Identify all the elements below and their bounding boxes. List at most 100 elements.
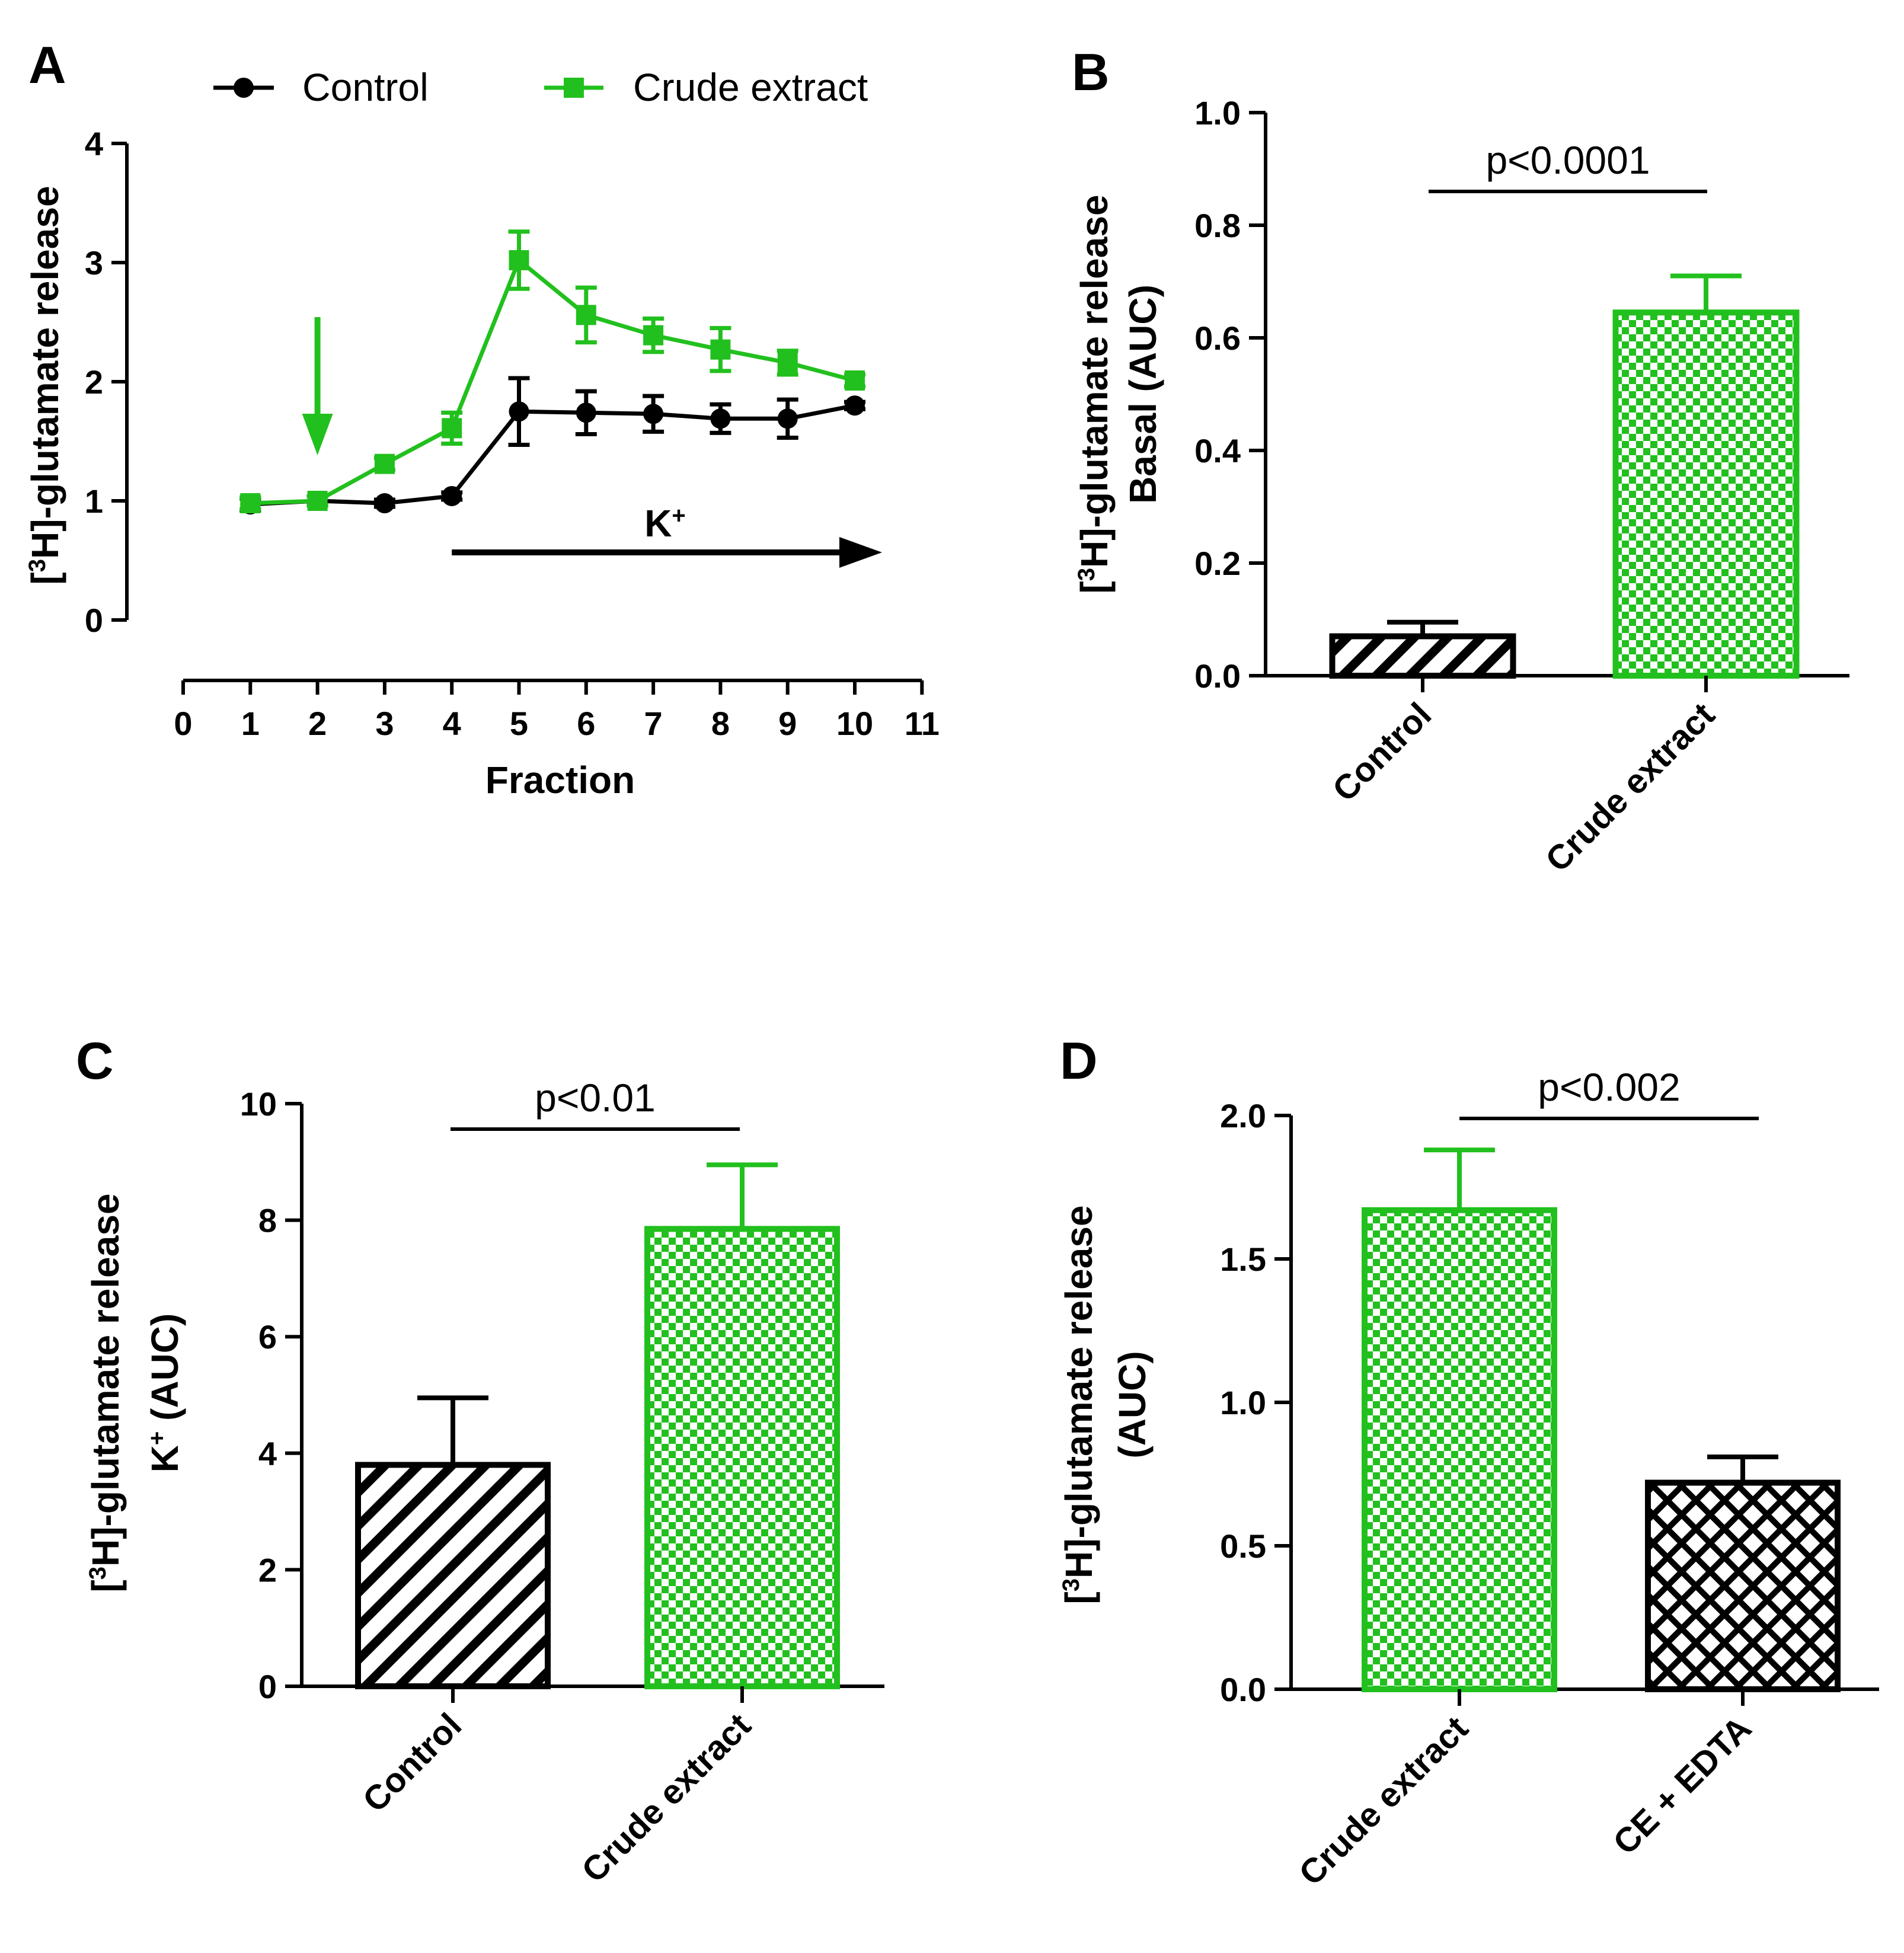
bar-crude-extract [644,1226,840,1689]
data-point [374,493,395,514]
y-tick-label: 0.4 [1194,432,1241,469]
panel-d: D 0.0 0.5 1.0 1.5 2.0 [3H]-glutamate release (A… [1058,1031,1879,1893]
y-tick-label: 8 [258,1202,277,1239]
p-value-label: p<0.002 [1538,1065,1680,1109]
data-point [374,453,395,474]
panel-label-b: B [1072,43,1110,101]
y-tick-label: 4 [85,125,103,162]
bar-crude-extract [1612,309,1800,679]
p-value-label: p<0.01 [535,1076,656,1120]
data-point [240,493,261,514]
y-tick-label: 10 [240,1085,277,1123]
y-axis-title-line-2: K+ (AUC) [143,1313,186,1473]
y-axis-title-line-2-part: K [143,1445,186,1472]
y-axis-title-line-1: [3H]-glutamate release [1058,1205,1100,1604]
y-tick-label: 1 [85,482,103,520]
data-point [710,408,731,429]
x-tick-label: 3 [375,705,394,742]
y-tick-label: 0 [85,602,103,639]
y-axis-title-line-2-part: (AUC) [143,1313,186,1431]
panel-c: C 0 2 4 6 8 10 [3H]-glutamate release K+ (AUC) Co… [76,1031,884,1890]
data-point [710,339,731,360]
data-point [307,491,328,511]
y-axis-title-line-2: (AUC) [1111,1351,1154,1458]
data-point [643,404,664,424]
y-tick-label: 2 [258,1551,277,1588]
y-axis-title-line-1: [3H]-glutamate release [84,1193,127,1592]
x-tick-label: 6 [577,705,595,742]
x-tick-label: Control [1325,695,1439,809]
y-axis-title-part: H]-glutamate release [24,186,66,559]
y-axis-title: [3H]-glutamate release [24,186,66,584]
bar-control [1329,633,1516,679]
series-line-crude-extract [250,257,855,506]
y-axis-title-line-2-part: Basal (AUC) [1122,285,1164,504]
legend-label-control: Control [302,65,429,109]
y-axis-title-line-1: [3H]-glutamate release [1073,194,1116,593]
y-tick-label: 0.5 [1220,1527,1266,1565]
k-arrow-head [839,537,882,568]
data-point [845,370,865,391]
y-tick-label: 0 [258,1668,277,1705]
x-tick-label: 10 [836,705,873,742]
x-tick-label: 7 [644,705,663,742]
data-point [509,250,529,270]
x-tick-label: 8 [711,705,730,742]
k-label: K+ [644,502,686,545]
y-axis-title-line-1-part: 3 [85,1567,111,1580]
y-tick-label: 2 [85,363,103,401]
y-tick-label: 0.2 [1194,545,1241,582]
data-point [845,395,865,416]
y-tick-label: 6 [258,1318,277,1356]
x-tick-label: Control [355,1706,469,1820]
x-tick-label: 4 [443,705,461,742]
y-axis-title-part: [ [24,572,66,584]
treatment-arrow-head [302,414,333,455]
y-tick-label: 0.0 [1220,1671,1266,1708]
y-tick-label: 2.0 [1220,1097,1266,1134]
y-axis-title-line-1-part: [ [84,1580,127,1592]
data-point [442,485,462,506]
x-tick-label: Crude extract [1538,695,1722,879]
data-point [442,418,462,439]
y-axis-title-line-1-part: [ [1073,581,1116,593]
y-axis-title-line-1-part: H]-glutamate release [1073,194,1116,568]
y-tick-label: 4 [258,1435,277,1472]
x-tick-label: 2 [308,705,327,742]
k-label-part: + [672,503,685,529]
data-point [643,325,664,346]
y-axis-title-line-1-part: 3 [1074,568,1100,581]
x-axis-title: Fraction [485,759,635,801]
bar-control [355,1462,551,1689]
data-point [509,401,529,422]
data-point [777,408,798,429]
x-tick-label: 11 [905,705,940,742]
x-tick-label: 5 [510,705,528,742]
bar-crude-extract [1362,1207,1557,1692]
series-line-control [250,403,855,507]
y-tick-label: 0.6 [1194,319,1241,357]
data-point [576,305,596,325]
y-tick-label: 1.5 [1220,1241,1266,1278]
panel-b: B 0.0 0.2 0.4 0.6 0.8 1.0 [3H]-glutamate releas… [1072,43,1849,880]
data-point [777,352,798,373]
data-point [576,402,596,423]
bar-ce-edta [1645,1479,1841,1693]
y-axis-title-line-1-part: H]-glutamate release [84,1193,127,1567]
y-axis-title-line-1-part: [ [1058,1591,1100,1604]
x-tick-label: 9 [778,705,797,742]
x-tick-label: Crude extract [1292,1709,1475,1893]
legend-marker-crude [564,78,584,98]
panel-label-a: A [28,36,66,94]
y-tick-label: 1.0 [1194,94,1241,132]
y-tick-label: 0.0 [1194,657,1241,695]
legend: Control Crude extract [213,65,868,109]
y-axis-title-line-2: Basal (AUC) [1122,285,1164,504]
panel-label-c: C [76,1031,114,1090]
y-tick-label: 0.8 [1194,207,1241,244]
legend-label-crude: Crude extract [633,65,868,109]
k-label-part: K [644,502,672,545]
y-tick-label: 3 [85,244,103,282]
